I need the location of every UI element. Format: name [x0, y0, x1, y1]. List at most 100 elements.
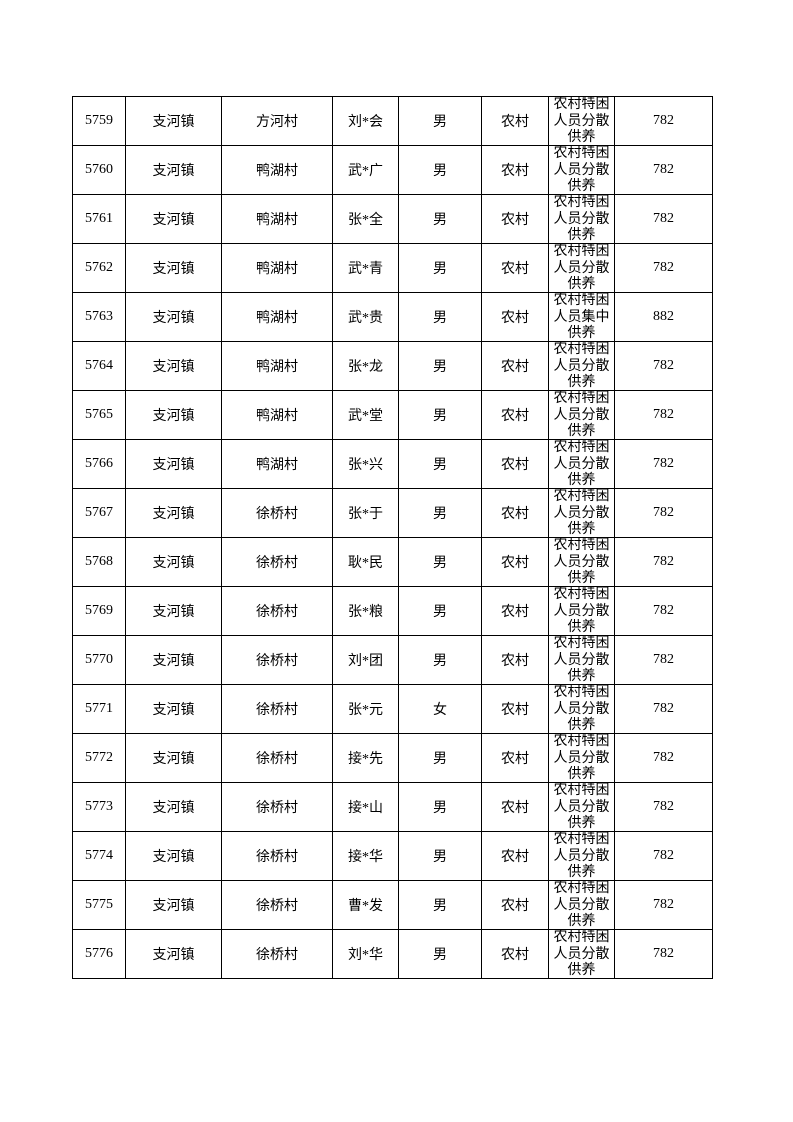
- name-cell: 武*广: [332, 145, 399, 195]
- gender-cell: 男: [398, 929, 482, 979]
- amount-cell: 782: [614, 684, 713, 734]
- name-cell: 刘*华: [332, 929, 399, 979]
- id-cell: 5771: [72, 684, 126, 734]
- category-cell: 农村特困人员分散供养: [548, 243, 615, 293]
- name-cell: 张*于: [332, 488, 399, 538]
- gender-cell: 男: [398, 341, 482, 391]
- category-cell: 农村特困人员分散供养: [548, 341, 615, 391]
- cell-text: 农村特困人员分散供养: [553, 195, 610, 242]
- amount-cell: 782: [614, 831, 713, 881]
- town-cell: 支河镇: [125, 684, 222, 734]
- area-cell: 农村: [481, 684, 549, 734]
- amount-cell: 782: [614, 733, 713, 783]
- id-cell: 5765: [72, 390, 126, 440]
- area-cell: 农村: [481, 439, 549, 489]
- id-cell: 5770: [72, 635, 126, 685]
- category-cell: 农村特困人员分散供养: [548, 586, 615, 636]
- name-cell: 曹*发: [332, 880, 399, 930]
- name-cell: 接*华: [332, 831, 399, 881]
- cell-text: 农村特困人员分散供养: [553, 930, 610, 977]
- gender-cell: 男: [398, 292, 482, 342]
- town-cell: 支河镇: [125, 586, 222, 636]
- cell-text: 农村特困人员集中供养: [553, 293, 610, 340]
- village-cell: 徐桥村: [221, 488, 333, 538]
- name-cell: 张*兴: [332, 439, 399, 489]
- category-cell: 农村特困人员分散供养: [548, 145, 615, 195]
- area-cell: 农村: [481, 341, 549, 391]
- category-cell: 农村特困人员分散供养: [548, 439, 615, 489]
- name-cell: 刘*会: [332, 96, 399, 146]
- amount-cell: 782: [614, 194, 713, 244]
- amount-cell: 782: [614, 586, 713, 636]
- amount-cell: 782: [614, 390, 713, 440]
- category-cell: 农村特困人员分散供养: [548, 733, 615, 783]
- table-row: 5764 支河镇 鸭湖村 张*龙男农村 农村特困人员分散供养 782: [72, 341, 713, 391]
- table-row: 5761 支河镇 鸭湖村 张*全男农村 农村特困人员分散供养 782: [72, 194, 713, 244]
- cell-text: 农村特困人员分散供养: [553, 587, 610, 634]
- id-cell: 5776: [72, 929, 126, 979]
- area-cell: 农村: [481, 145, 549, 195]
- name-cell: 武*贵: [332, 292, 399, 342]
- town-cell: 支河镇: [125, 243, 222, 293]
- amount-cell: 782: [614, 488, 713, 538]
- town-cell: 支河镇: [125, 831, 222, 881]
- table-row: 5762 支河镇 鸭湖村 武*青男农村 农村特困人员分散供养 782: [72, 243, 713, 293]
- area-cell: 农村: [481, 831, 549, 881]
- village-cell: 鸭湖村: [221, 341, 333, 391]
- cell-text: 农村特困人员分散供养: [553, 636, 610, 683]
- gender-cell: 男: [398, 733, 482, 783]
- village-cell: 方河村: [221, 96, 333, 146]
- cell-text: 农村特困人员分散供养: [553, 489, 610, 536]
- name-cell: 张*全: [332, 194, 399, 244]
- cell-text: 农村特困人员分散供养: [553, 734, 610, 781]
- id-cell: 5773: [72, 782, 126, 832]
- table-row: 5763 支河镇 鸭湖村 武*贵男农村 农村特困人员集中供养 882: [72, 292, 713, 342]
- cell-text: 农村特困人员分散供养: [553, 97, 610, 144]
- town-cell: 支河镇: [125, 194, 222, 244]
- category-cell: 农村特困人员分散供养: [548, 880, 615, 930]
- id-cell: 5767: [72, 488, 126, 538]
- village-cell: 徐桥村: [221, 880, 333, 930]
- gender-cell: 男: [398, 390, 482, 440]
- category-cell: 农村特困人员分散供养: [548, 488, 615, 538]
- town-cell: 支河镇: [125, 341, 222, 391]
- category-cell: 农村特困人员集中供养: [548, 292, 615, 342]
- category-cell: 农村特困人员分散供养: [548, 194, 615, 244]
- gender-cell: 男: [398, 586, 482, 636]
- amount-cell: 782: [614, 782, 713, 832]
- table-body: 5759 支河镇 方河村 刘*会男农村 农村特困人员分散供养 782 5760 支河镇 鸭湖村武…: [72, 96, 713, 979]
- amount-cell: 782: [614, 929, 713, 979]
- id-cell: 5759: [72, 96, 126, 146]
- id-cell: 5762: [72, 243, 126, 293]
- gender-cell: 女: [398, 684, 482, 734]
- area-cell: 农村: [481, 488, 549, 538]
- name-cell: 刘*团: [332, 635, 399, 685]
- gender-cell: 男: [398, 145, 482, 195]
- table-row: 5774 支河镇 徐桥村 接*华男农村 农村特困人员分散供养 782: [72, 831, 713, 881]
- id-cell: 5763: [72, 292, 126, 342]
- town-cell: 支河镇: [125, 439, 222, 489]
- area-cell: 农村: [481, 782, 549, 832]
- gender-cell: 男: [398, 537, 482, 587]
- cell-text: 农村特困人员分散供养: [553, 440, 610, 487]
- cell-text: 农村特困人员分散供养: [553, 783, 610, 830]
- name-cell: 武*堂: [332, 390, 399, 440]
- table-row: 5766 支河镇 鸭湖村 张*兴男农村 农村特困人员分散供养 782: [72, 439, 713, 489]
- area-cell: 农村: [481, 586, 549, 636]
- amount-cell: 782: [614, 880, 713, 930]
- area-cell: 农村: [481, 96, 549, 146]
- category-cell: 农村特困人员分散供养: [548, 782, 615, 832]
- gender-cell: 男: [398, 831, 482, 881]
- area-cell: 农村: [481, 292, 549, 342]
- cell-text: 农村特困人员分散供养: [553, 685, 610, 732]
- name-cell: 武*青: [332, 243, 399, 293]
- village-cell: 鸭湖村: [221, 390, 333, 440]
- village-cell: 鸭湖村: [221, 439, 333, 489]
- cell-text: 农村特困人员分散供养: [553, 146, 610, 193]
- table-row: 5773 支河镇 徐桥村 接*山男农村 农村特困人员分散供养 782: [72, 782, 713, 832]
- village-cell: 徐桥村: [221, 586, 333, 636]
- category-cell: 农村特困人员分散供养: [548, 831, 615, 881]
- amount-cell: 782: [614, 341, 713, 391]
- amount-cell: 782: [614, 439, 713, 489]
- village-cell: 鸭湖村: [221, 194, 333, 244]
